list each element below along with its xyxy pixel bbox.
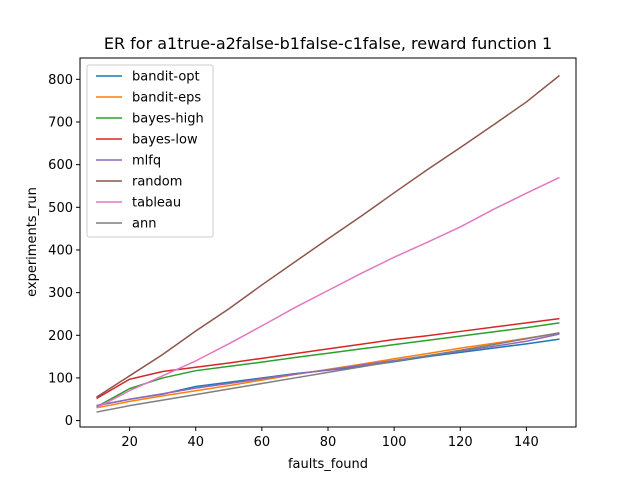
x-tick-label: 100 — [382, 435, 407, 450]
x-axis: 20 40 60 80 100 120 140 — [121, 427, 539, 450]
y-tick-label: 400 — [48, 243, 73, 258]
y-axis-label: experiments_run — [25, 187, 40, 297]
legend-label-ann: ann — [132, 217, 156, 232]
x-tick-label: 120 — [448, 435, 473, 450]
y-tick-label: 300 — [48, 286, 73, 301]
legend-label-mlfq: mlfq — [132, 154, 161, 169]
y-tick-label: 200 — [48, 329, 73, 344]
legend: bandit-opt bandit-eps bayes-high bayes-low m… — [86, 64, 214, 238]
legend-label-bayes-low: bayes-low — [132, 133, 198, 148]
series-line-ann — [96, 331, 560, 413]
legend-label-tableau: tableau — [132, 196, 181, 211]
series-line-mlfq — [96, 333, 560, 407]
chart-title: ER for a1true-a2false-b1false-c1false, r… — [104, 34, 552, 53]
series-line-tableau — [96, 176, 560, 409]
legend-box — [86, 64, 214, 238]
y-tick-label: 0 — [65, 414, 73, 429]
series-line-random — [96, 74, 560, 398]
y-axis: 0 100 200 300 400 500 600 700 800 — [48, 73, 80, 429]
x-tick-label: 140 — [514, 435, 539, 450]
y-tick-label: 500 — [48, 201, 73, 216]
y-tick-label: 100 — [48, 371, 73, 386]
y-tick-label: 800 — [48, 73, 73, 88]
y-tick-label: 600 — [48, 158, 73, 173]
x-tick-label: 40 — [187, 435, 204, 450]
y-tick-label: 700 — [48, 115, 73, 130]
x-axis-label: faults_found — [288, 457, 368, 472]
legend-label-bayes-high: bayes-high — [132, 112, 204, 127]
legend-label-bandit-eps: bandit-eps — [132, 91, 201, 106]
x-tick-label: 20 — [121, 435, 138, 450]
legend-label-bandit-opt: bandit-opt — [132, 70, 200, 85]
plot-area — [96, 74, 560, 413]
x-tick-label: 60 — [254, 435, 271, 450]
series-line-bayes-high — [96, 322, 560, 408]
legend-label-random: random — [132, 175, 182, 190]
x-tick-label: 80 — [320, 435, 337, 450]
